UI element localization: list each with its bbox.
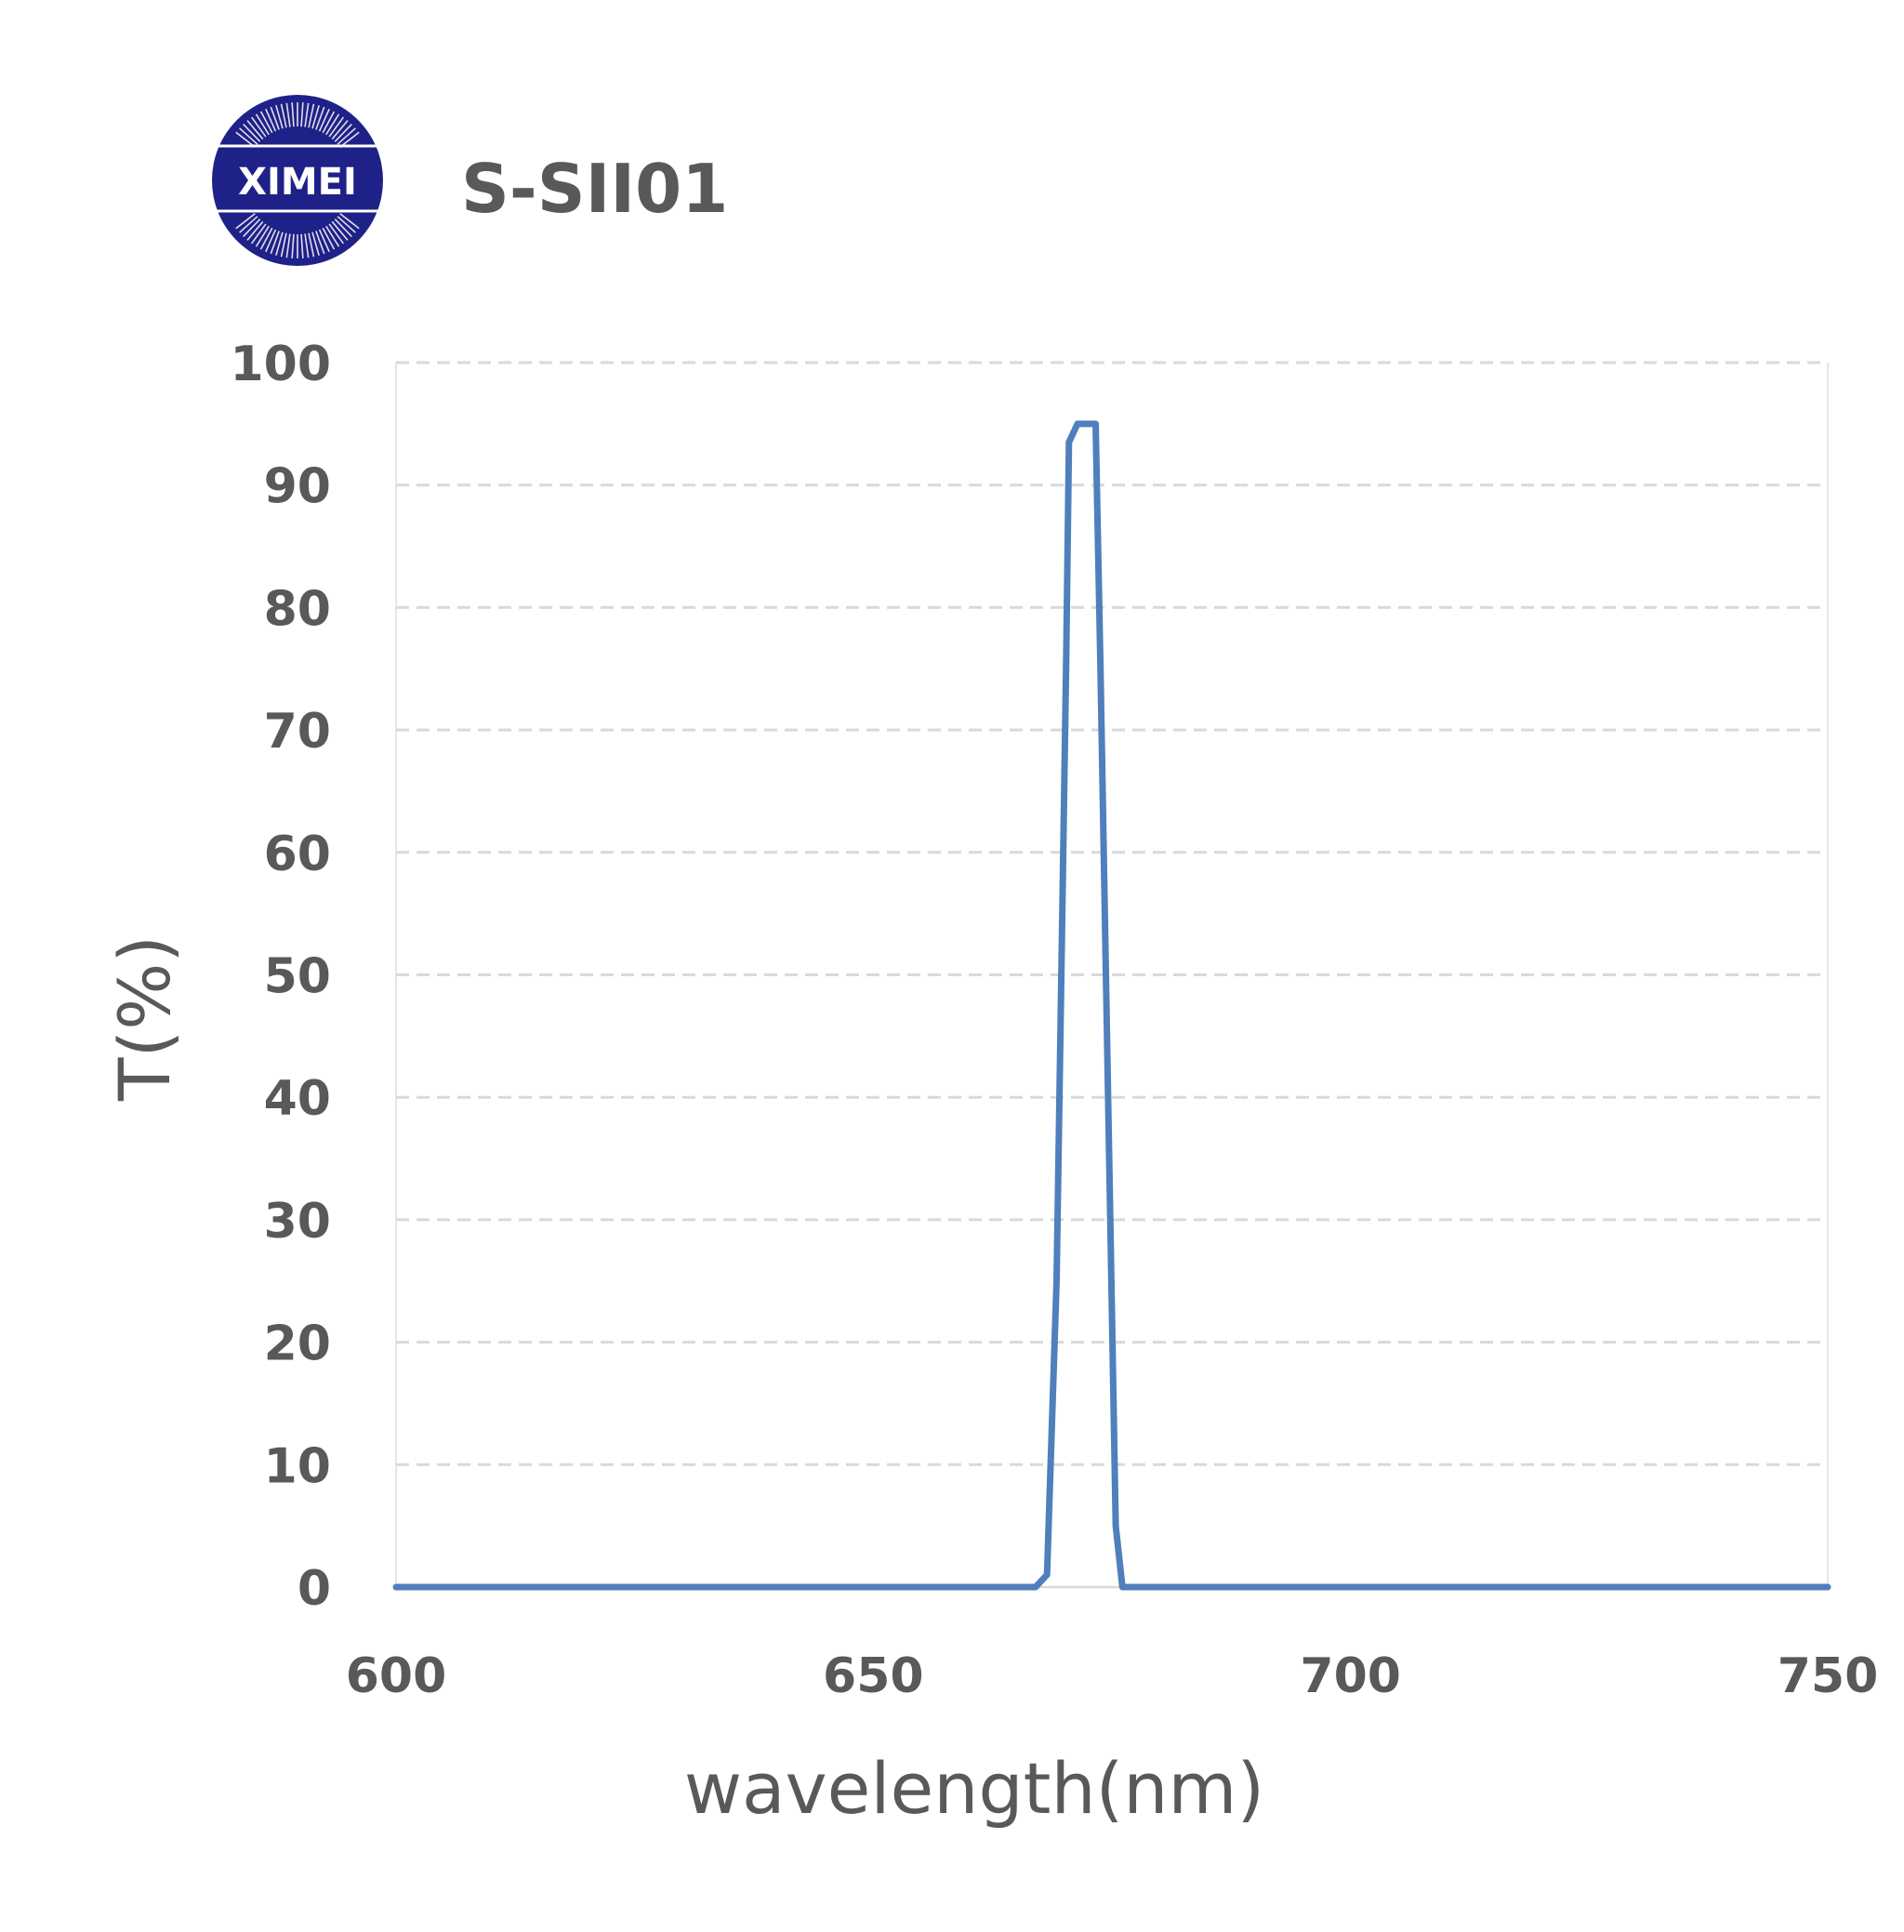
x-tick-label-600: 600 <box>346 1648 447 1704</box>
logo-ray <box>331 220 349 241</box>
logo-ray <box>235 213 256 230</box>
logo-ray <box>255 113 270 136</box>
logo-ray <box>334 218 352 237</box>
logo-ray <box>304 102 310 127</box>
y-tick-label-80: 80 <box>264 581 331 637</box>
series-group <box>392 420 1831 1591</box>
y-tick-label-60: 60 <box>264 827 331 882</box>
logo-ray <box>250 223 267 245</box>
y-tick-label-50: 50 <box>264 949 331 1005</box>
logo-ray <box>334 124 352 142</box>
logo-ray <box>318 108 330 132</box>
logo-ray <box>337 216 356 233</box>
logo-ray <box>259 227 273 250</box>
logo-ray <box>328 116 345 138</box>
y-tick-label-20: 20 <box>264 1317 331 1372</box>
logo-ray <box>255 225 270 247</box>
x-tick-label-650: 650 <box>823 1648 924 1704</box>
y-tick-label-10: 10 <box>264 1438 331 1494</box>
logo-ray <box>275 105 284 129</box>
logo-ray <box>311 232 320 256</box>
y-axis-label: T(%) <box>103 935 186 1102</box>
y-tick-label-30: 30 <box>264 1194 331 1250</box>
y-tick-label-100: 100 <box>230 337 331 392</box>
x-axis-label: wavelength(nm) <box>684 1747 1264 1830</box>
y-tick-label-90: 90 <box>264 459 331 515</box>
logo-ray <box>318 229 330 253</box>
logo-ray <box>322 111 336 134</box>
logo-ray <box>246 120 264 140</box>
x-axis-ticks: 600 650 700 750 <box>346 1648 1879 1704</box>
logo-ray <box>339 213 360 230</box>
logo-circle <box>212 95 383 266</box>
logo-ray <box>265 108 277 132</box>
logo-ray <box>285 233 291 258</box>
y-tick-label-70: 70 <box>264 704 331 760</box>
logo-ray <box>250 116 267 138</box>
logo-ray <box>328 223 345 245</box>
series-line-0 <box>392 420 1831 1591</box>
logo-ray <box>280 232 287 258</box>
logo-ray <box>315 231 325 255</box>
logo-ray <box>300 102 304 127</box>
logo-ray <box>291 233 295 258</box>
logo-ray <box>239 127 258 145</box>
logo-ray <box>243 218 261 237</box>
logo-ray <box>308 103 315 128</box>
ximei-logo: XIMEI <box>212 95 383 266</box>
logo-ray <box>325 225 340 247</box>
logo-ray <box>265 229 277 253</box>
logo-ray <box>275 232 284 256</box>
logo-rays <box>235 102 360 258</box>
logo-ray <box>325 113 340 136</box>
x-tick-label-700: 700 <box>1300 1648 1401 1704</box>
logo-ray <box>291 102 295 127</box>
logo-ray <box>331 120 349 140</box>
logo-ray <box>322 227 336 250</box>
logo-ray <box>246 220 264 241</box>
logo-ray <box>308 232 315 258</box>
logo-text: XIMEI <box>238 161 357 204</box>
chart-title: S-SII01 <box>461 150 728 228</box>
y-tick-label-0: 0 <box>298 1561 331 1617</box>
y-axis-ticks: 0 10 20 30 40 50 60 70 80 90 100 <box>230 337 331 1617</box>
y-tick-label-40: 40 <box>264 1071 331 1127</box>
logo-ray <box>315 106 325 130</box>
logo-ray <box>337 127 356 145</box>
logo-ray <box>243 124 261 142</box>
logo-ray <box>239 216 258 233</box>
logo-ray <box>311 105 320 129</box>
logo-ray <box>270 231 280 255</box>
logo-ray <box>259 111 273 134</box>
logo-ray <box>304 233 310 258</box>
logo-ray <box>285 102 291 127</box>
logo-ray <box>280 103 287 128</box>
x-tick-label-750: 750 <box>1778 1648 1879 1704</box>
logo-ray <box>300 233 304 258</box>
logo-ray <box>270 106 280 130</box>
